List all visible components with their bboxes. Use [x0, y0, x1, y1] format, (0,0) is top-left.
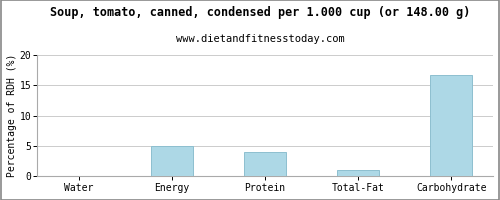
Bar: [151, 146, 193, 176]
Bar: [337, 170, 379, 176]
Bar: [244, 152, 286, 176]
Text: Soup, tomato, canned, condensed per 1.000 cup (or 148.00 g): Soup, tomato, canned, condensed per 1.00…: [50, 6, 470, 19]
Text: www.dietandfitnesstoday.com: www.dietandfitnesstoday.com: [176, 34, 344, 44]
Y-axis label: Percentage of RDH (%): Percentage of RDH (%): [7, 54, 17, 177]
Bar: [430, 75, 472, 176]
